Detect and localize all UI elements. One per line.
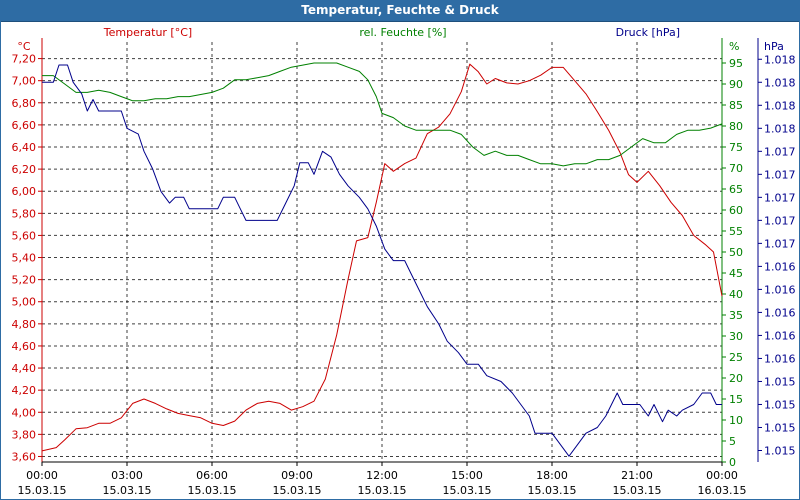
x-tick-date-label: 15.03.15 — [613, 484, 662, 497]
pressure-tick-label: 1.018 — [764, 122, 796, 135]
humidity-tick-label: 35 — [729, 309, 743, 322]
humidity-tick-label: 85 — [729, 99, 743, 112]
x-tick-date-label: 15.03.15 — [103, 484, 152, 497]
temperature-tick-label: 6,40 — [12, 141, 37, 154]
humidity-tick-label: 20 — [729, 372, 743, 385]
humidity-tick-label: 55 — [729, 225, 743, 238]
humidity-tick-label: 75 — [729, 141, 743, 154]
temperature-tick-label: 5,00 — [12, 296, 37, 309]
temperature-series-line — [41, 63, 723, 452]
temperature-tick-label: 7,00 — [12, 75, 37, 88]
humidity-series-label: rel. Feuchte [%] — [359, 26, 446, 39]
humidity-tick-label: 0 — [729, 456, 736, 469]
humidity-tick-label: 10 — [729, 414, 743, 427]
humidity-tick-label: 65 — [729, 183, 743, 196]
humidity-unit-label: % — [729, 40, 739, 53]
temperature-tick-label: 4,40 — [12, 362, 37, 375]
pressure-tick-label: 1.017 — [764, 191, 796, 204]
temperature-tick-label: 5,60 — [12, 229, 37, 242]
pressure-tick-label: 1.016 — [764, 329, 796, 342]
temperature-tick-label: 6,20 — [12, 163, 37, 176]
x-tick-date-label: 15.03.15 — [18, 484, 67, 497]
x-tick-date-label: 15.03.15 — [358, 484, 407, 497]
temperature-tick-label: 4,20 — [12, 384, 37, 397]
labels: 3,60 3,80 4,00 4,20 4,40 4,60 4,80 5,00 5,20 5,40… — [12, 26, 796, 497]
temperature-tick-label: 5,40 — [12, 252, 37, 265]
humidity-tick-label: 5 — [729, 435, 736, 448]
x-tick-time-label: 15:00 — [451, 469, 483, 482]
grid-lines — [42, 42, 722, 462]
humidity-tick-label: 30 — [729, 330, 743, 343]
x-tick-time-label: 00:00 — [706, 469, 738, 482]
pressure-tick-label: 1.017 — [764, 168, 796, 181]
humidity-tick-label: 95 — [729, 57, 743, 70]
x-tick-date-label: 15.03.15 — [273, 484, 322, 497]
x-tick-time-label: 00:00 — [26, 469, 58, 482]
pressure-tick-label: 1.016 — [764, 352, 796, 365]
temperature-tick-label: 6,80 — [12, 97, 37, 110]
temperature-tick-label: 4,60 — [12, 340, 37, 353]
x-tick-time-label: 06:00 — [196, 469, 228, 482]
temperature-series-label: Temperatur [°C] — [103, 26, 192, 39]
pressure-tick-label: 1.015 — [764, 444, 796, 457]
pressure-unit-label: hPa — [764, 40, 784, 53]
humidity-tick-label: 50 — [729, 246, 743, 259]
temperature-tick-label: 6,60 — [12, 119, 37, 132]
humidity-tick-label: 15 — [729, 393, 743, 406]
temperature-tick-label: 3,60 — [12, 450, 37, 463]
pressure-tick-label: 1.018 — [764, 53, 796, 66]
x-tick-time-label: 12:00 — [366, 469, 398, 482]
humidity-tick-label: 25 — [729, 351, 743, 364]
temperature-tick-label: 7,20 — [12, 53, 37, 66]
pressure-tick-label: 1.016 — [764, 283, 796, 296]
humidity-tick-label: 70 — [729, 162, 743, 175]
humidity-tick-label: 40 — [729, 288, 743, 301]
x-tick-time-label: 03:00 — [111, 469, 143, 482]
pressure-tick-label: 1.018 — [764, 99, 796, 112]
pressure-tick-label: 1.017 — [764, 214, 796, 227]
x-tick-date-label: 15.03.15 — [443, 484, 492, 497]
pressure-tick-label: 1.017 — [764, 145, 796, 158]
pressure-series-label: Druck [hPa] — [616, 26, 680, 39]
humidity-tick-label: 90 — [729, 78, 743, 91]
temperature-tick-label: 6,00 — [12, 185, 37, 198]
humidity-tick-label: 45 — [729, 267, 743, 280]
pressure-tick-label: 1.018 — [764, 76, 796, 89]
temperature-tick-label: 4,80 — [12, 318, 37, 331]
temperature-unit-label: °C — [17, 40, 31, 53]
x-tick-date-label: 15.03.15 — [188, 484, 237, 497]
title-bar: Temperatur, Feuchte & Druck — [0, 0, 800, 22]
temperature-tick-label: 5,20 — [12, 274, 37, 287]
x-tick-time-label: 21:00 — [621, 469, 653, 482]
pressure-tick-label: 1.015 — [764, 398, 796, 411]
humidity-series-line — [42, 62, 723, 167]
x-tick-date-label: 16.03.15 — [698, 484, 747, 497]
x-tick-time-label: 18:00 — [536, 469, 568, 482]
axes — [38, 38, 762, 466]
pressure-tick-label: 1.015 — [764, 375, 796, 388]
x-tick-time-label: 09:00 — [281, 469, 313, 482]
humidity-tick-label: 80 — [729, 120, 743, 133]
pressure-tick-label: 1.017 — [764, 237, 796, 250]
x-tick-date-label: 15.03.15 — [528, 484, 577, 497]
pressure-tick-label: 1.016 — [764, 306, 796, 319]
temperature-tick-label: 3,80 — [12, 428, 37, 441]
window-title: Temperatur, Feuchte & Druck — [301, 3, 499, 17]
series-lines — [41, 62, 723, 457]
temperature-tick-label: 4,00 — [12, 406, 37, 419]
pressure-tick-label: 1.016 — [764, 260, 796, 273]
pressure-tick-label: 1.015 — [764, 421, 796, 434]
temperature-tick-label: 5,80 — [12, 207, 37, 220]
pressure-series-line — [42, 64, 722, 457]
humidity-tick-label: 60 — [729, 204, 743, 217]
